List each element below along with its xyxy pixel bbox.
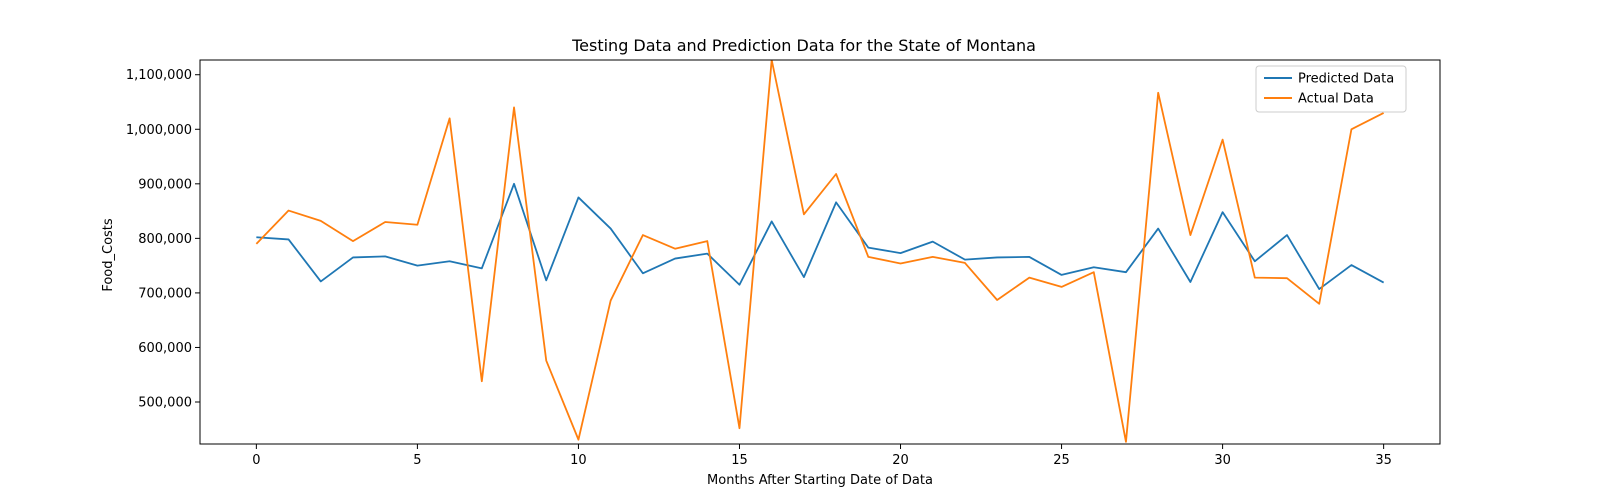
x-tick-label: 15 [731, 453, 748, 468]
y-tick-label: 1,100,000 [126, 68, 192, 83]
y-tick-label: 600,000 [138, 341, 192, 356]
y-tick-label: 500,000 [138, 396, 192, 411]
x-tick-label: 25 [1053, 453, 1070, 468]
y-tick-label: 900,000 [138, 177, 192, 192]
plot-area [199, 59, 1441, 445]
series-line-predicted [256, 182, 1385, 290]
series-line-actual [255, 60, 1385, 443]
chart-title: Testing Data and Prediction Data for the… [571, 36, 1036, 55]
legend-label: Predicted Data [1298, 72, 1394, 87]
x-axis-label: Months After Starting Date of Data [707, 473, 933, 488]
y-tick-label: 800,000 [138, 232, 192, 247]
x-tick-label: 20 [892, 453, 909, 468]
legend-box [1255, 65, 1407, 113]
y-tick-label: 1,000,000 [126, 123, 192, 138]
x-tick-label: 10 [570, 453, 587, 468]
x-tick-label: 35 [1375, 453, 1392, 468]
legend: Predicted Data Actual Data [1255, 65, 1407, 113]
x-tick-label: 5 [413, 453, 421, 468]
y-tick-label: 700,000 [138, 286, 192, 301]
axis-ticks: 0 5 10 15 20 25 30 35 500,000 600,000 700,000 800,0… [126, 68, 1392, 468]
legend-label: Actual Data [1298, 92, 1374, 107]
y-axis-label: Food_Costs [101, 218, 116, 292]
x-tick-label: 0 [252, 453, 260, 468]
series-lines [255, 60, 1385, 443]
x-tick-label: 30 [1214, 453, 1231, 468]
